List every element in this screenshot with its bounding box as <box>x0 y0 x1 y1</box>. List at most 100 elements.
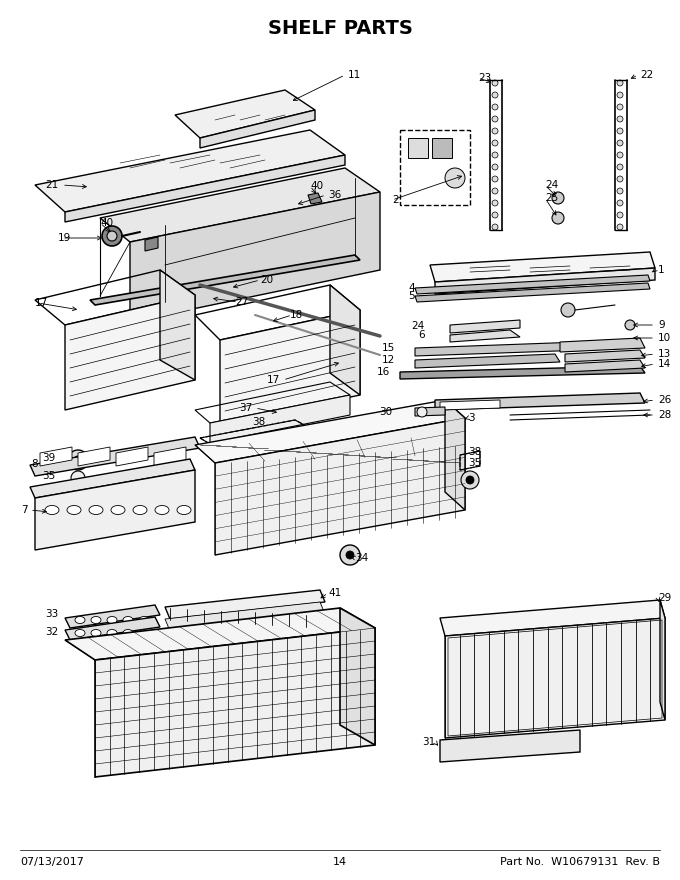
Text: 34: 34 <box>355 553 369 563</box>
Text: 37: 37 <box>239 403 252 413</box>
Polygon shape <box>415 342 585 356</box>
Ellipse shape <box>111 505 125 515</box>
Text: 21: 21 <box>45 180 58 190</box>
Circle shape <box>492 104 498 110</box>
Circle shape <box>68 450 88 470</box>
Ellipse shape <box>139 617 149 624</box>
Polygon shape <box>440 600 665 636</box>
Polygon shape <box>65 155 345 222</box>
Circle shape <box>617 80 623 86</box>
Text: 20: 20 <box>260 275 273 285</box>
Text: 1: 1 <box>658 265 664 275</box>
Circle shape <box>617 140 623 146</box>
Polygon shape <box>415 407 445 416</box>
Polygon shape <box>35 130 345 212</box>
Text: 40: 40 <box>100 218 113 228</box>
Polygon shape <box>165 602 325 631</box>
Circle shape <box>461 471 479 489</box>
Ellipse shape <box>177 505 191 515</box>
Text: 6: 6 <box>418 330 425 340</box>
Text: 31: 31 <box>422 737 435 747</box>
Circle shape <box>552 192 564 204</box>
Text: 39: 39 <box>42 453 55 463</box>
Circle shape <box>346 551 354 559</box>
Polygon shape <box>78 447 110 466</box>
Circle shape <box>617 128 623 134</box>
Circle shape <box>492 80 498 86</box>
Text: 7: 7 <box>21 505 28 515</box>
Text: 9: 9 <box>658 320 664 330</box>
Polygon shape <box>340 608 375 745</box>
Polygon shape <box>65 295 195 410</box>
Polygon shape <box>430 252 655 282</box>
Polygon shape <box>220 310 360 425</box>
Circle shape <box>617 92 623 98</box>
Polygon shape <box>435 268 655 294</box>
Polygon shape <box>215 418 465 555</box>
Text: 14: 14 <box>658 359 671 369</box>
Polygon shape <box>565 350 645 362</box>
Polygon shape <box>408 138 428 158</box>
Polygon shape <box>560 338 645 352</box>
Polygon shape <box>40 447 72 466</box>
Polygon shape <box>160 270 195 380</box>
Ellipse shape <box>155 505 169 515</box>
Polygon shape <box>660 600 665 720</box>
Text: 32: 32 <box>45 627 58 637</box>
Polygon shape <box>100 168 380 242</box>
Circle shape <box>617 212 623 218</box>
Text: 28: 28 <box>658 410 671 420</box>
Text: 18: 18 <box>290 310 303 320</box>
Circle shape <box>625 320 635 330</box>
Polygon shape <box>90 255 360 305</box>
Ellipse shape <box>91 617 101 624</box>
Circle shape <box>492 188 498 194</box>
Text: 23: 23 <box>478 73 491 83</box>
Polygon shape <box>308 193 322 204</box>
Polygon shape <box>445 618 665 738</box>
Text: 22: 22 <box>640 70 653 80</box>
Polygon shape <box>330 285 360 395</box>
Polygon shape <box>450 330 520 342</box>
Text: 38: 38 <box>468 447 481 457</box>
Polygon shape <box>435 393 645 410</box>
Circle shape <box>617 188 623 194</box>
Text: 35: 35 <box>468 458 481 468</box>
Circle shape <box>617 224 623 230</box>
Text: 07/13/2017: 07/13/2017 <box>20 857 84 867</box>
Polygon shape <box>565 360 645 372</box>
Text: 35: 35 <box>42 471 55 481</box>
Text: 41: 41 <box>328 588 341 598</box>
Circle shape <box>492 212 498 218</box>
Text: 24: 24 <box>412 321 425 331</box>
Text: 16: 16 <box>377 367 390 377</box>
Text: 11: 11 <box>348 70 361 80</box>
Ellipse shape <box>45 505 59 515</box>
Polygon shape <box>65 608 375 660</box>
Polygon shape <box>65 605 160 628</box>
Circle shape <box>492 140 498 146</box>
Text: 17: 17 <box>35 298 48 308</box>
Polygon shape <box>415 283 650 302</box>
Circle shape <box>340 545 360 565</box>
Ellipse shape <box>75 629 85 636</box>
Circle shape <box>492 224 498 230</box>
Text: 40: 40 <box>310 181 323 191</box>
Circle shape <box>492 164 498 170</box>
Polygon shape <box>200 110 315 148</box>
Ellipse shape <box>107 617 117 624</box>
Text: 29: 29 <box>658 593 671 603</box>
Circle shape <box>107 231 117 241</box>
Ellipse shape <box>91 629 101 636</box>
Polygon shape <box>432 138 452 158</box>
Polygon shape <box>195 400 465 463</box>
Polygon shape <box>116 447 148 466</box>
Polygon shape <box>400 366 645 379</box>
Polygon shape <box>95 628 375 777</box>
Text: 36: 36 <box>328 190 341 200</box>
Text: 38: 38 <box>252 417 265 427</box>
Text: 3: 3 <box>468 413 475 423</box>
Circle shape <box>561 303 575 317</box>
Circle shape <box>417 407 427 417</box>
Text: 33: 33 <box>45 609 58 619</box>
